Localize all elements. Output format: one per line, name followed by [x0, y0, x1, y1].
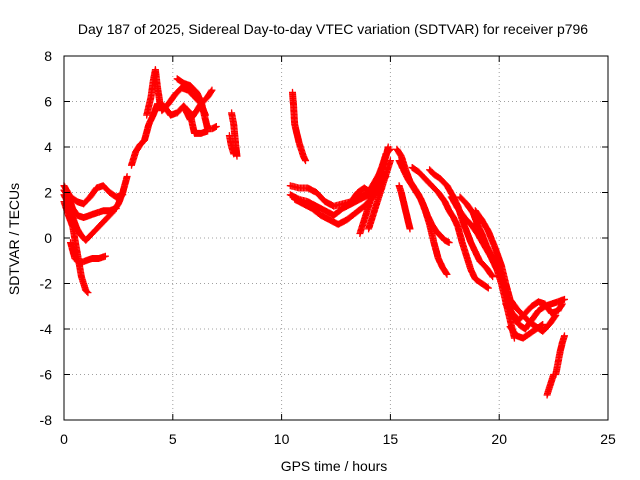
series-29 — [543, 371, 558, 399]
series-21 — [395, 182, 414, 233]
series-30 — [552, 332, 568, 378]
series-9-markers — [180, 102, 212, 137]
series-9 — [180, 102, 212, 137]
series-8-markers — [173, 75, 220, 133]
series-5 — [67, 239, 109, 267]
y-tick-label: -2 — [40, 276, 53, 292]
x-tick-label: 20 — [491, 431, 507, 447]
chart-title: Day 187 of 2025, Sidereal Day-to-day VTE… — [78, 21, 588, 37]
series-30-markers — [552, 332, 568, 378]
series-22-markers — [408, 164, 492, 292]
series-17-markers — [356, 145, 394, 237]
y-tick-label: -4 — [40, 321, 53, 337]
series-8 — [173, 75, 220, 133]
y-tick-label: 0 — [44, 230, 52, 246]
series-28-markers — [506, 320, 547, 342]
data-series — [60, 66, 568, 399]
x-tick-label: 5 — [169, 431, 177, 447]
series-29-markers — [543, 371, 558, 399]
series-26 — [471, 207, 560, 335]
series-17 — [356, 145, 394, 237]
series-11-markers — [225, 132, 238, 158]
series-27 — [502, 298, 566, 324]
series-12-markers — [289, 88, 310, 165]
y-tick-label: 4 — [44, 139, 52, 155]
x-axis-label: GPS time / hours — [281, 458, 388, 474]
y-tick-label: 6 — [44, 94, 52, 110]
series-22 — [408, 164, 492, 292]
y-tick-label: 2 — [44, 185, 52, 201]
series-18 — [365, 157, 394, 233]
y-tick-label: -6 — [40, 367, 53, 383]
y-tick-label: -8 — [40, 412, 53, 428]
series-11 — [225, 132, 238, 158]
series-20-markers — [395, 157, 451, 278]
series-28 — [506, 320, 547, 342]
series-18-markers — [365, 157, 394, 233]
series-12 — [289, 88, 310, 165]
series-20 — [395, 157, 451, 278]
x-tick-label: 15 — [383, 431, 399, 447]
series-27-markers — [502, 298, 566, 324]
x-tick-label: 10 — [274, 431, 290, 447]
series-26-markers — [471, 207, 560, 335]
axis-ticks: 0 5 10 15 20 25 -8 -6 -4 -2 0 2 4 6 8 — [40, 48, 616, 447]
x-tick-label: 0 — [60, 431, 68, 447]
series-5-markers — [67, 239, 109, 267]
y-axis-label: SDTVAR / TECUs — [6, 183, 22, 295]
y-tick-label: 8 — [44, 48, 52, 64]
x-tick-label: 25 — [600, 431, 616, 447]
series-21-markers — [395, 182, 414, 233]
